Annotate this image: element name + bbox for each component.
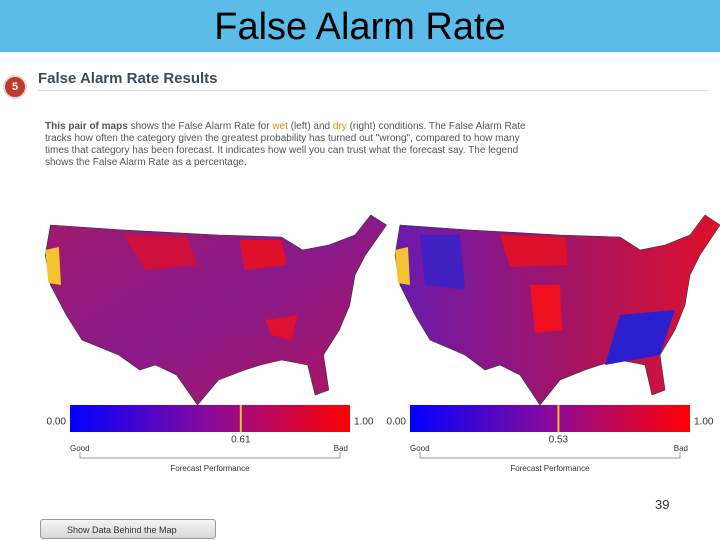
intro-text: (left) and — [287, 121, 333, 132]
intro-text: (right) conditions. The False Alarm Rate… — [45, 121, 526, 168]
legend-max-label: 1.00 — [354, 417, 374, 428]
legend-low-label: Good — [70, 444, 90, 453]
legend-min-label: 0.00 — [47, 417, 67, 428]
intro-text: shows the False Alarm Rate for — [127, 121, 273, 132]
colorbar — [410, 405, 690, 432]
header-bar — [0, 0, 720, 52]
legend-low-label: Good — [410, 444, 430, 453]
colorbar — [70, 405, 350, 432]
page-number: 39 — [655, 497, 670, 512]
show-data-button[interactable]: Show Data Behind the Map — [40, 519, 216, 539]
dry-map — [394, 214, 720, 406]
intro-wet: wet — [272, 121, 288, 132]
legend-high-label: Bad — [674, 444, 688, 453]
legend-bracket — [79, 452, 341, 459]
slide-title: False Alarm Rate — [214, 6, 506, 48]
legend-marker-label: 0.53 — [549, 435, 569, 446]
legend-min-label: 0.00 — [387, 417, 407, 428]
panel-heading: False Alarm Rate Results — [38, 70, 218, 87]
legend-axis-label: Forecast Performance — [170, 464, 250, 473]
intro-dry: dry — [332, 121, 347, 132]
step-badge: 5 — [3, 75, 27, 99]
intro-lead: This pair of maps — [45, 121, 128, 132]
divider — [38, 90, 708, 91]
wet-map — [44, 214, 388, 406]
legend-max-label: 1.00 — [694, 417, 714, 428]
legend-marker-label: 0.61 — [231, 435, 251, 446]
intro-text: This pair of maps shows the False Alarm … — [45, 121, 545, 169]
legend-high-label: Bad — [334, 444, 348, 453]
legend-axis-label: Forecast Performance — [510, 464, 590, 473]
legend-bracket — [419, 452, 681, 459]
